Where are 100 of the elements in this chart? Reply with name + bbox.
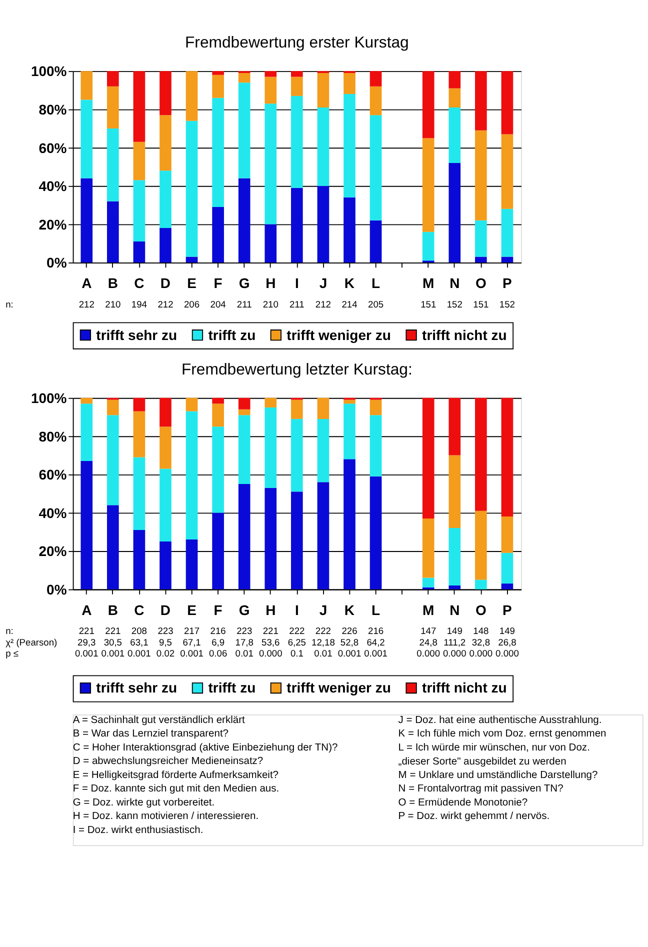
- bar: [448, 162, 461, 262]
- bar: [291, 76, 303, 96]
- y-tick-label: 100%: [30, 390, 68, 406]
- bar: [344, 459, 356, 590]
- y-tick-label: 100%: [30, 63, 68, 80]
- y-tick-label: 40%: [38, 178, 68, 194]
- text: 223 9,5 0.02: [156, 626, 175, 659]
- bar: [212, 404, 224, 427]
- x-tick-label: P: [502, 602, 512, 618]
- x-tick-label: C: [134, 275, 144, 292]
- x-tick-label: H: [266, 602, 276, 618]
- bar: [475, 510, 487, 580]
- text: J = Doz. hat eine authentische Ausstrahlung.: [398, 714, 602, 726]
- text: F = Doz. kannte sich gut mit den Medien aus.: [72, 784, 280, 795]
- bar: [212, 398, 224, 404]
- bar: [370, 415, 382, 476]
- bar: [238, 415, 250, 484]
- bar: [80, 100, 93, 178]
- bar: [133, 71, 146, 142]
- bar: [344, 197, 356, 262]
- x-tick-label: D: [160, 602, 171, 618]
- text: 212: [158, 299, 174, 310]
- bar: [317, 398, 330, 419]
- text: 148 32,8 0.000: [469, 626, 493, 659]
- bar: [475, 580, 487, 590]
- text: n:: [6, 299, 14, 310]
- text: D = abwechslungsreicher Medieneinsatz?: [72, 756, 264, 768]
- y-tick-label: 40%: [38, 504, 68, 521]
- text: 222 6,25 0.1: [288, 626, 306, 659]
- text: 217 67,1 0.001: [180, 626, 204, 659]
- bar: [133, 180, 146, 242]
- x-tick-label: F: [214, 602, 223, 618]
- bar: [212, 426, 224, 513]
- bar: [448, 585, 461, 590]
- bar: [80, 71, 93, 100]
- bar: [133, 457, 146, 530]
- text: 221 29,3 0.001: [74, 626, 98, 659]
- x-tick-label: A: [82, 275, 92, 292]
- bar: [475, 130, 487, 220]
- text: E = Helligkeitsgrad förderte Aufmerksamkeit?: [72, 770, 279, 781]
- bar: [501, 134, 514, 209]
- bar: [317, 72, 330, 108]
- text: P = Doz. wirkt gehemmt / nervös.: [398, 811, 550, 822]
- legend-label: trifft nicht zu: [422, 326, 507, 343]
- bar: [317, 482, 330, 590]
- text: 151: [420, 299, 436, 310]
- text: O = Ermüdende Monotonie?: [398, 797, 528, 808]
- y-tick-label: 80%: [38, 102, 68, 118]
- bar: [238, 484, 250, 590]
- bar: [160, 71, 172, 116]
- y-tick-label: 60%: [38, 140, 68, 156]
- text: 151: [473, 299, 489, 310]
- legend-label: trifft weniger zu: [286, 326, 391, 343]
- x-tick-label: K: [344, 275, 355, 292]
- bar: [238, 409, 250, 416]
- bar: [238, 82, 250, 178]
- bar: [448, 107, 461, 163]
- x-tick-label: B: [108, 275, 118, 292]
- bar: [370, 476, 382, 590]
- bar: [422, 398, 434, 518]
- y-tick-label: 20%: [38, 543, 68, 560]
- bar: [107, 128, 119, 202]
- text: 212: [315, 299, 331, 310]
- bar: [264, 71, 277, 77]
- bar: [133, 530, 146, 590]
- bar: [238, 72, 250, 83]
- text: 212: [78, 299, 94, 310]
- bar: [448, 398, 461, 456]
- bar: [448, 528, 461, 586]
- text: 206: [184, 299, 200, 310]
- text: 222 12,18 0.01: [312, 626, 335, 659]
- text: 205: [368, 299, 384, 310]
- bar: [475, 398, 487, 511]
- text: 223 17,8 0.01: [235, 626, 254, 659]
- text: K = Ich fühle mich vom Doz. ernst genommen: [398, 728, 607, 740]
- bar: [422, 232, 434, 261]
- x-tick-label: G: [238, 275, 250, 292]
- bar: [186, 120, 198, 257]
- bar: [422, 138, 434, 232]
- text: 211: [289, 299, 304, 310]
- x-tick-label: C: [134, 602, 144, 618]
- legend-label: trifft sehr zu: [96, 326, 178, 343]
- bar: [501, 256, 514, 262]
- legend-label: trifft zu: [208, 680, 256, 696]
- bar: [291, 71, 303, 77]
- x-tick-label: I: [294, 275, 299, 292]
- bar: [344, 400, 356, 404]
- bar: [107, 71, 119, 86]
- text: 194: [131, 299, 147, 310]
- x-tick-label: N: [450, 602, 460, 618]
- bar: [186, 398, 198, 412]
- bar: [212, 206, 224, 262]
- bar: [344, 404, 356, 460]
- bar: [264, 104, 277, 224]
- bar: [133, 241, 146, 262]
- bar: [133, 142, 146, 180]
- bar: [160, 115, 172, 171]
- text: 210: [105, 299, 121, 310]
- text: N = Frontalvortrag mit passiven TN?: [398, 784, 564, 795]
- text: 216 64,2 0.001: [364, 626, 388, 659]
